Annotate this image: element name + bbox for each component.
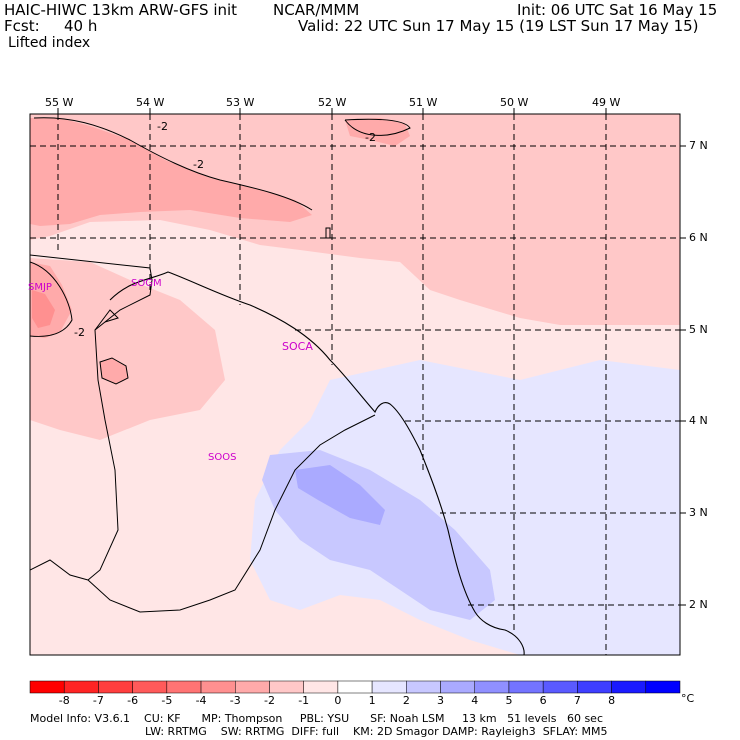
colorbar-tick-label: 2 — [402, 694, 410, 707]
field-shade-nw — [30, 118, 312, 226]
colorbar-swatch — [371, 680, 407, 694]
lat-label-3n: 3 N — [689, 506, 708, 519]
colorbar — [29, 680, 681, 694]
colorbar-tick-label: 8 — [608, 694, 616, 707]
model-info-line1: Model Info: V3.6.1 CU: KF MP: Thompson P… — [30, 712, 603, 725]
contour-label: -2 — [157, 120, 168, 133]
field-shade-north — [30, 114, 680, 325]
colorbar-swatch — [63, 680, 99, 694]
colorbar-tick-label: -6 — [127, 694, 139, 707]
lat-label-6n: 6 N — [689, 231, 708, 244]
contour-label: -2 — [74, 326, 85, 339]
field-shade-west — [30, 258, 225, 440]
lon-label-55w: 55 W — [45, 96, 74, 109]
org-label: NCAR/MMM — [273, 1, 360, 19]
colorbar-swatch — [577, 680, 612, 694]
colorbar-tick-label: -8 — [58, 694, 70, 707]
colorbar-tick-label: 1 — [368, 694, 376, 707]
colorbar-swatch — [269, 680, 304, 694]
colorbar-swatch — [166, 680, 202, 694]
lon-label-50w: 50 W — [500, 96, 529, 109]
colorbar-swatch — [611, 680, 647, 694]
valid-time: Valid: 22 UTC Sun 17 May 15 (19 LST Sun … — [298, 17, 699, 35]
colorbar-swatch — [508, 680, 544, 694]
init-time: Init: 06 UTC Sat 16 May 15 — [517, 1, 718, 19]
field-shade-se3 — [295, 465, 385, 525]
colorbar-tick-label: 7 — [573, 694, 581, 707]
colorbar-unit: °C — [681, 692, 695, 705]
contour-label: -2 — [365, 131, 376, 144]
colorbar-swatch — [542, 680, 578, 694]
field-name: Lifted index — [8, 35, 91, 51]
lon-label-49w: 49 W — [592, 96, 621, 109]
border-southwest — [30, 559, 89, 581]
colorbar-tick-label: 6 — [539, 694, 547, 707]
colorbar-swatch — [98, 680, 133, 694]
station-soca: SOCA — [282, 340, 313, 353]
coastline — [109, 271, 525, 655]
colorbar-swatch — [440, 680, 475, 694]
field-shade-se1 — [250, 360, 680, 655]
contour-line-blob — [99, 357, 129, 385]
colorbar-tick-label: -2 — [263, 694, 275, 707]
lat-label-5n: 5 N — [689, 323, 708, 336]
station-smjp: SMJP — [28, 282, 52, 293]
colorbar-tick-label: 5 — [505, 694, 513, 707]
lon-label-52w: 52 W — [318, 96, 347, 109]
colorbar-swatch — [337, 680, 373, 694]
lon-label-51w: 51 W — [409, 96, 438, 109]
colorbar-tick-label: -3 — [229, 694, 241, 707]
colorbar-tick-label: 4 — [471, 694, 479, 707]
colorbar-swatch — [474, 680, 510, 694]
field-shade-dark — [32, 290, 55, 328]
colorbar-tick-label: -7 — [92, 694, 104, 707]
colorbar-tick-label: -4 — [195, 694, 207, 707]
station-sogm: SOGM — [131, 278, 162, 289]
colorbar-tick-label: -1 — [298, 694, 310, 707]
border-smjp — [94, 309, 119, 331]
colorbar-tick-label: 3 — [437, 694, 445, 707]
contour-line-ne — [344, 118, 411, 136]
field-shade-ne — [345, 118, 410, 146]
forecast-label: Fcst: — [4, 17, 40, 35]
colorbar-swatch — [645, 680, 681, 694]
colorbar-swatch — [235, 680, 270, 694]
contour-line-smjp — [30, 261, 73, 337]
map-frame — [29, 113, 681, 656]
model-info-line2: LW: RRTMG SW: RRTMG DIFF: full KM: 2D Sm… — [145, 725, 608, 738]
contour-label: -2 — [193, 158, 204, 171]
field-shade-blob — [100, 358, 128, 384]
colorbar-tick-label: 0 — [334, 694, 342, 707]
lat-label-7n: 7 N — [689, 139, 708, 152]
colorbar-tick-label: -5 — [161, 694, 173, 707]
lat-label-2n: 2 N — [689, 598, 708, 611]
forecast-hour: 40 h — [64, 17, 98, 35]
station-soos: SOOS — [208, 452, 237, 463]
colorbar-swatch — [29, 680, 65, 694]
colorbar-swatch — [132, 680, 168, 694]
colorbar-swatch — [200, 680, 236, 694]
lat-label-4n: 4 N — [689, 414, 708, 427]
colorbar-swatch — [406, 680, 441, 694]
lon-label-54w: 54 W — [136, 96, 165, 109]
contour-line-north — [33, 117, 313, 211]
colorbar-swatch — [303, 680, 339, 694]
model-title: HAIC-HIWC 13km ARW-GFS init — [4, 1, 238, 19]
lon-label-53w: 53 W — [226, 96, 255, 109]
